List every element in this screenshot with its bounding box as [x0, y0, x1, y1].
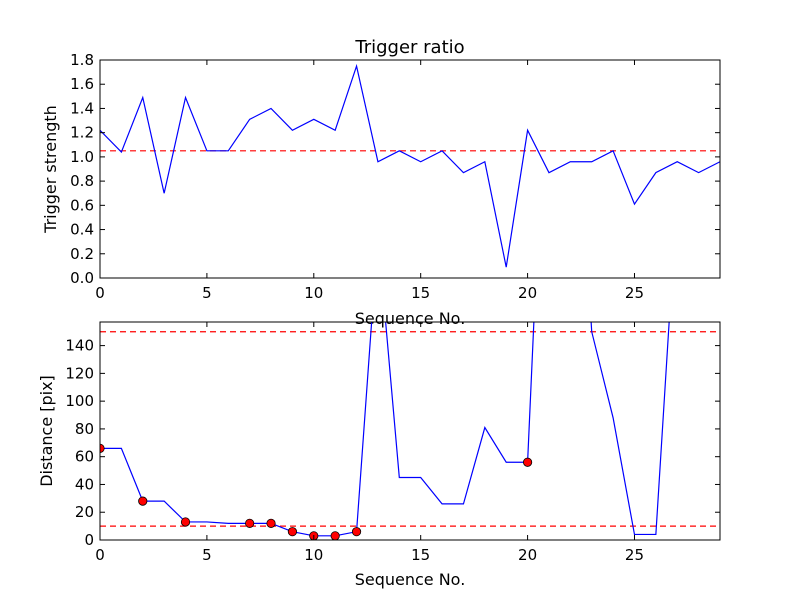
data-point: [522, 457, 533, 467]
x-tick-label: 15: [411, 546, 430, 564]
x-tick-label: 0: [95, 284, 105, 302]
data-point: [138, 496, 148, 506]
series-group: [100, 322, 670, 540]
x-tick-label: 10: [304, 284, 323, 302]
x-tick-label: 20: [518, 284, 537, 302]
y-tick-label: 0.4: [70, 221, 94, 239]
y-tick-label: 1.4: [70, 99, 94, 117]
y-tick-label: 80: [75, 420, 94, 438]
chart-bottom-plot: 0 5 10 15 20 25 0 20 40 60 80 100 120 140: [65, 321, 721, 564]
x-tick-label: 20: [518, 546, 537, 564]
y-tick-label: 0.8: [70, 172, 94, 190]
chart-top-xlabel: Sequence No.: [355, 309, 466, 328]
data-point: [180, 517, 191, 527]
y-tick-label: 0.0: [70, 269, 94, 287]
x-tick-label: 5: [202, 284, 212, 302]
series-group: [100, 63, 720, 268]
data-point: [266, 518, 276, 528]
y-tick-label: 1.0: [70, 148, 94, 166]
series-line: [100, 63, 720, 268]
data-point: [245, 518, 255, 528]
y-tick-label: 0: [84, 531, 94, 549]
chart-top: Trigger ratio Sequence No. Trigger stren…: [41, 37, 721, 328]
chart-top-plot: 0 5 10 15 20 25 0.0 0.2 0.4 0.6 0.8 1.0 1.2 1.4 1.6 1.8: [70, 51, 721, 302]
data-point: [287, 527, 298, 537]
chart-top-ylabel: Trigger strength: [41, 105, 60, 234]
y-tick-label: 120: [65, 364, 94, 382]
y-tick-label: 1.6: [70, 75, 94, 93]
y-tick-label: 60: [75, 448, 94, 466]
chart-bottom: Sequence No. Distance [pix] 0 5 10 15 20 25 0 2…: [37, 321, 721, 589]
data-point: [330, 531, 340, 540]
series-line: [100, 322, 670, 537]
data-point: [351, 527, 362, 537]
x-tick-label: 25: [625, 284, 644, 302]
y-tick-label: 0.2: [70, 245, 94, 263]
y-tick-label: 140: [65, 337, 94, 355]
y-tick-label: 0.6: [70, 196, 94, 214]
y-tick-label: 1.8: [70, 51, 94, 69]
x-tick-label: 25: [625, 546, 644, 564]
chart-bottom-xlabel: Sequence No.: [355, 570, 466, 589]
axes-frame: [99, 321, 721, 541]
y-tick-label: 40: [75, 475, 94, 493]
axes-frame: [99, 59, 721, 279]
x-tick-label: 5: [202, 546, 212, 564]
chart-bottom-ylabel: Distance [pix]: [37, 375, 56, 487]
chart-top-title: Trigger ratio: [354, 37, 464, 58]
x-tick-label: 10: [304, 546, 323, 564]
x-tick-label: 0: [95, 546, 105, 564]
y-tick-label: 1.2: [70, 124, 94, 142]
x-tick-label: 15: [411, 284, 430, 302]
y-tick-label: 100: [65, 392, 94, 410]
y-tick-label: 20: [75, 503, 94, 521]
